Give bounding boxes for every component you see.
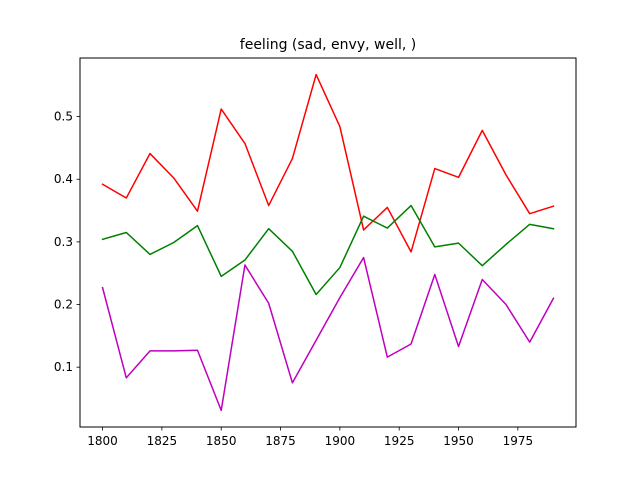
y-tick-label: 0.1 <box>54 360 73 374</box>
x-tick-label: 1900 <box>325 434 356 448</box>
chart-title: feeling (sad, envy, well, ) <box>240 37 416 53</box>
y-tick-label: 0.5 <box>54 110 73 124</box>
y-tick-label: 0.4 <box>54 172 73 186</box>
x-tick-label: 1975 <box>503 434 534 448</box>
x-tick-label: 1925 <box>384 434 415 448</box>
series-line-2 <box>101 204 555 296</box>
y-axis-ticks: 0.1 0.2 0.3 0.4 0.5 <box>54 110 80 374</box>
x-tick-label: 1825 <box>147 434 178 448</box>
y-tick-label: 0.2 <box>54 298 73 312</box>
plot-area-frame <box>79 57 577 428</box>
x-tick-label: 1950 <box>443 434 474 448</box>
x-tick-label: 1875 <box>265 434 296 448</box>
series-line-1 <box>101 73 555 253</box>
x-tick-label: 1800 <box>87 434 118 448</box>
x-tick-label: 1850 <box>206 434 237 448</box>
x-axis-ticks: 1800 1825 1850 1875 1900 1925 1950 1975 <box>87 427 533 448</box>
series-line-3 <box>101 256 555 412</box>
y-tick-label: 0.3 <box>54 235 73 249</box>
series-layer <box>101 73 555 412</box>
